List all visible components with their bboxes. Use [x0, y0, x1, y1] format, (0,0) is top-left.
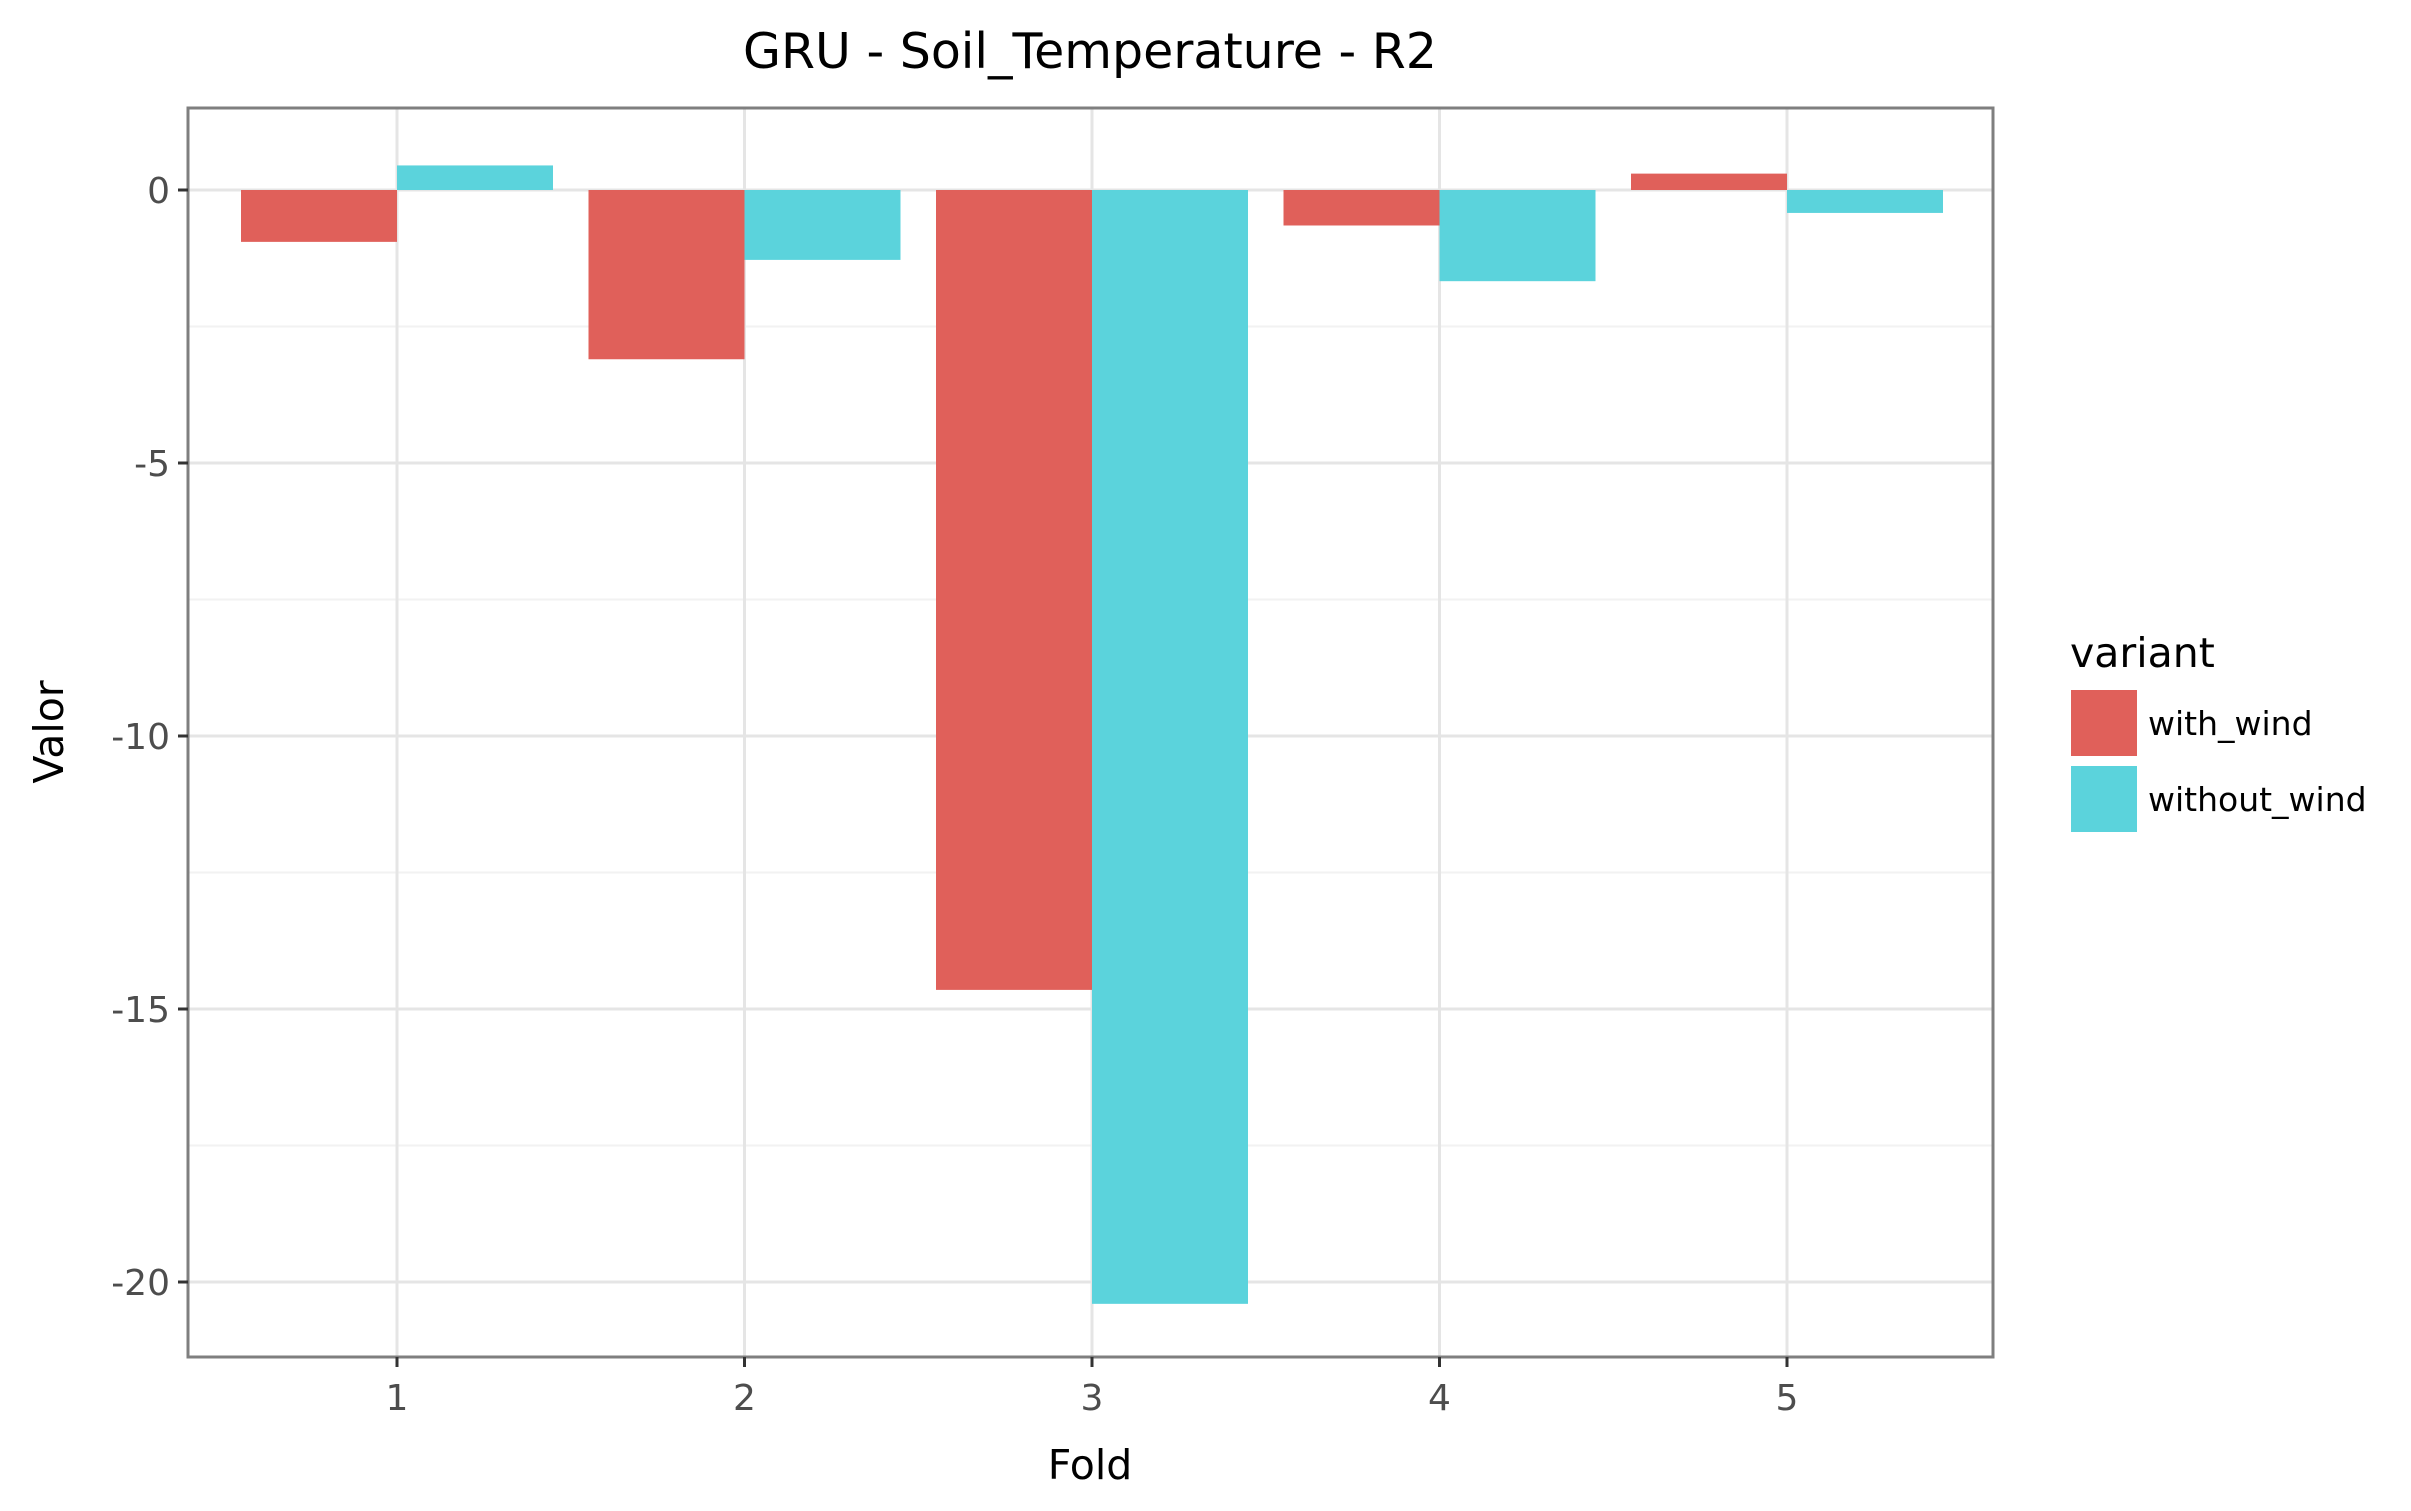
- bar-with_wind-fold-4: [1283, 190, 1440, 226]
- bar-with_wind-fold-1: [241, 190, 397, 242]
- legend-label-without_wind: without_wind: [2148, 780, 2367, 819]
- x-axis-title: Fold: [1048, 1441, 1133, 1489]
- x-tick-label: 4: [1428, 1378, 1451, 1419]
- legend-key-without_wind: [2071, 766, 2137, 832]
- legend-title: variant: [2070, 629, 2215, 677]
- bar-without_wind-fold-1: [397, 165, 553, 190]
- bar-without_wind-fold-4: [1439, 190, 1596, 282]
- y-tick-label: -15: [111, 990, 170, 1031]
- bars: [241, 165, 1943, 1304]
- legend-items: with_wind without_wind: [2071, 690, 2367, 832]
- bar-without_wind-fold-5: [1787, 190, 1943, 213]
- bar-with_wind-fold-2: [588, 190, 745, 360]
- x-tick-label: 1: [386, 1378, 409, 1419]
- chart-title: GRU - Soil_Temperature - R2: [743, 23, 1437, 80]
- bar-without_wind-fold-2: [744, 190, 901, 260]
- x-tick-label: 2: [733, 1378, 756, 1419]
- bar-with_wind-fold-5: [1631, 173, 1787, 190]
- bar-without_wind-fold-3: [1092, 190, 1248, 1304]
- legend: variant with_wind without_wind: [2070, 629, 2367, 832]
- legend-label-with_wind: with_wind: [2148, 704, 2313, 743]
- x-tick-label: 3: [1081, 1378, 1104, 1419]
- y-tick-label: 0: [147, 171, 170, 212]
- y-axis-ticks: 0 -5 -10 -15 -20: [111, 171, 188, 1304]
- y-tick-label: -10: [111, 717, 170, 758]
- y-tick-label: -20: [111, 1263, 170, 1304]
- x-axis-ticks: 1 2 3 4 5: [386, 1357, 1799, 1419]
- legend-key-with_wind: [2071, 690, 2137, 756]
- bar-with_wind-fold-3: [936, 190, 1092, 990]
- y-axis-title: Valor: [25, 680, 73, 783]
- x-tick-label: 5: [1776, 1378, 1799, 1419]
- y-tick-label: -5: [134, 444, 170, 485]
